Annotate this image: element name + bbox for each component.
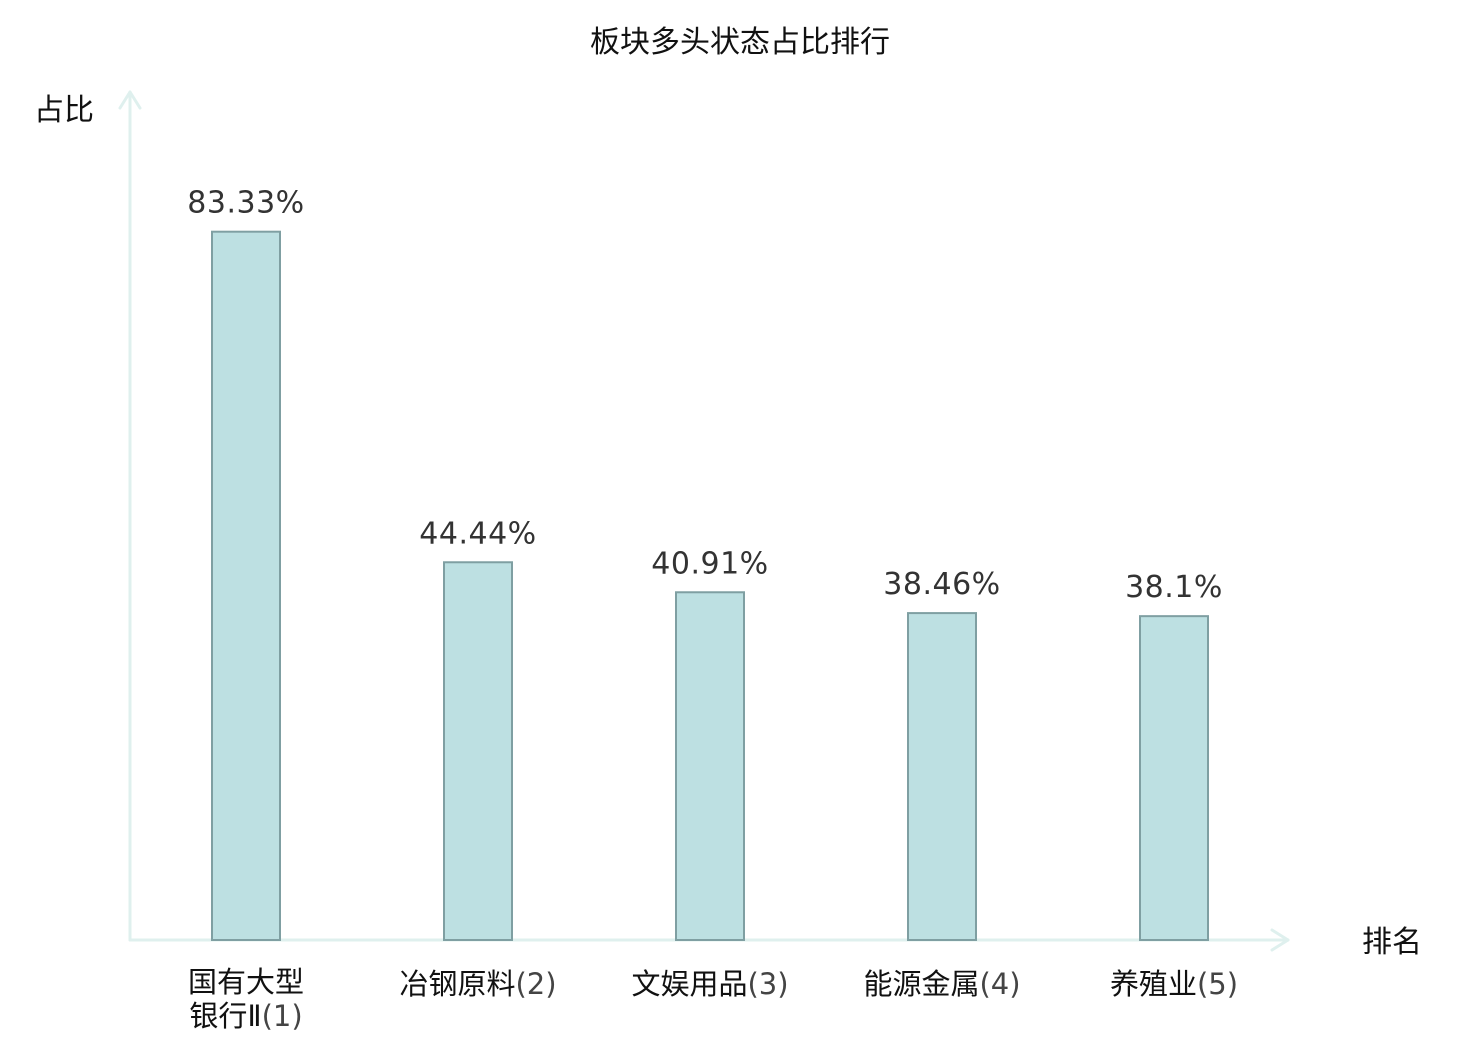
value-label-3: 40.91% bbox=[651, 546, 768, 581]
x-tick-label-text: 文娱用品(3) bbox=[631, 967, 788, 1001]
bars bbox=[211, 230, 1209, 942]
bar-4 bbox=[907, 612, 977, 942]
bar-1 bbox=[211, 230, 281, 941]
bar-5 bbox=[1139, 615, 1209, 942]
value-label-1: 83.33% bbox=[187, 186, 304, 221]
y-axis-arrow-icon bbox=[118, 90, 142, 110]
x-tick-label-text: 养殖业(5) bbox=[1110, 967, 1238, 1001]
value-label-4: 38.46% bbox=[883, 567, 1000, 602]
value-label-2: 44.44% bbox=[419, 516, 536, 551]
x-tick-label-3: 文娱用品(3) bbox=[631, 967, 788, 1001]
value-labels: 83.33% 44.44% 40.91% 38.46% 38.1% bbox=[187, 186, 1223, 605]
x-tick-label-5: 养殖业(5) bbox=[1110, 967, 1238, 1001]
chart-title: 板块多头状态占比排行 bbox=[590, 25, 890, 60]
x-tick-label-line2: 银行Ⅱ(1) bbox=[189, 999, 302, 1033]
x-axis: 排名 bbox=[128, 925, 1422, 960]
y-axis: 占比 bbox=[34, 90, 142, 942]
x-tick-label-4: 能源金属(4) bbox=[863, 967, 1020, 1001]
x-axis-arrow-icon bbox=[1270, 928, 1290, 952]
x-tick-label-line1: 国有大型 bbox=[188, 965, 304, 999]
y-axis-label: 占比 bbox=[34, 93, 94, 128]
value-label-5: 38.1% bbox=[1125, 570, 1223, 605]
bar-2 bbox=[443, 561, 513, 941]
x-tick-label-text: 能源金属(4) bbox=[863, 967, 1020, 1001]
bar-3 bbox=[675, 591, 745, 941]
x-axis-label: 排名 bbox=[1362, 925, 1422, 960]
x-tick-label-2: 冶钢原料(2) bbox=[399, 967, 556, 1001]
x-tick-label-text: 冶钢原料(2) bbox=[399, 967, 556, 1001]
